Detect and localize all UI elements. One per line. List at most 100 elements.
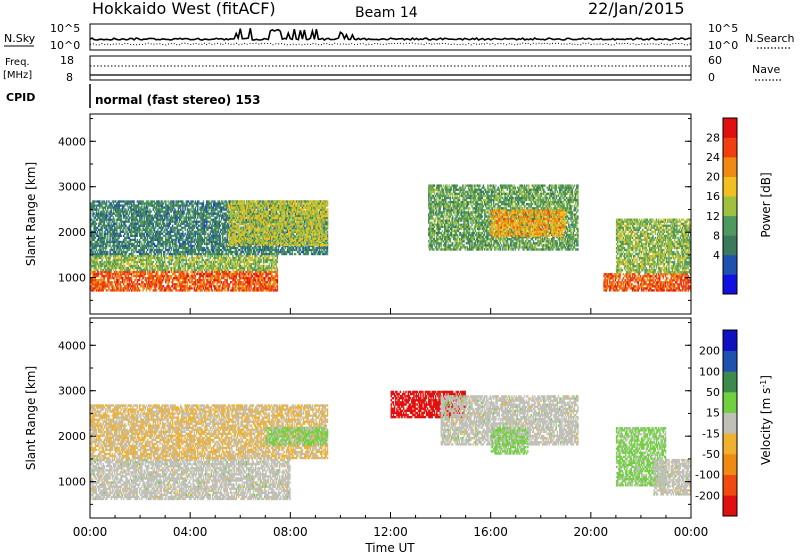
heatmap-cell	[167, 269, 168, 271]
heatmap-cell	[169, 281, 170, 283]
heatmap-cell	[134, 255, 135, 257]
heatmap-cell	[98, 275, 99, 277]
heatmap-cell	[189, 257, 190, 259]
heatmap-cell	[195, 281, 196, 283]
heatmap-cell	[224, 287, 225, 289]
heatmap-cell	[163, 263, 164, 265]
heatmap-cell	[243, 285, 244, 287]
heatmap-cell	[100, 257, 101, 259]
heatmap-cell	[153, 261, 154, 263]
heatmap-cell	[230, 271, 231, 273]
heatmap-cell	[155, 267, 156, 269]
heatmap-cell	[224, 289, 225, 291]
heatmap-cell	[117, 273, 118, 275]
heatmap-cell	[159, 261, 160, 263]
heatmap-cell	[91, 259, 92, 261]
heatmap-cell	[121, 285, 122, 287]
heatmap-cell	[93, 289, 94, 291]
heatmap-cell	[133, 263, 134, 265]
heatmap-cell	[171, 263, 172, 265]
heatmap-cell	[121, 257, 122, 259]
heatmap-cell	[189, 259, 190, 261]
heatmap-cell	[225, 271, 226, 273]
heatmap-cell	[212, 271, 213, 273]
heatmap-cell	[179, 263, 180, 265]
heatmap-cell	[149, 269, 150, 271]
heatmap-cell	[179, 265, 180, 267]
heatmap-cell	[163, 279, 164, 281]
heatmap-cell	[107, 289, 108, 291]
heatmap-cell	[142, 265, 143, 267]
heatmap-cell	[107, 283, 108, 285]
heatmap-cell	[169, 279, 170, 281]
heatmap-cell	[167, 267, 168, 269]
heatmap-cell	[137, 281, 138, 283]
heatmap-cell	[124, 261, 125, 263]
heatmap-cell	[138, 287, 139, 289]
heatmap-cell	[140, 257, 141, 259]
heatmap-cell	[223, 281, 224, 283]
heatmap-cell	[139, 289, 140, 291]
heatmap-cell	[220, 279, 221, 281]
heatmap-cell	[131, 279, 132, 281]
heatmap-cell	[103, 257, 104, 259]
heatmap-cell	[124, 273, 125, 275]
heatmap-cell	[171, 277, 172, 279]
heatmap-cell	[169, 265, 170, 267]
heatmap-cell	[179, 259, 180, 261]
heatmap-cell	[179, 279, 180, 281]
heatmap-cell	[156, 261, 157, 263]
heatmap-cell	[169, 271, 170, 273]
heatmap-cell	[169, 285, 170, 287]
heatmap-cell	[208, 287, 209, 289]
nsky-frame	[90, 24, 691, 50]
nsky-ytick-low: 10^0	[50, 39, 80, 52]
nsearch-ytick-low: 10^0	[708, 39, 738, 52]
beam-label: Beam 14	[355, 5, 418, 21]
heatmap-cell	[162, 267, 163, 269]
heatmap-cell	[265, 277, 266, 279]
heatmap-cell	[136, 257, 137, 259]
heatmap-cell	[91, 285, 92, 287]
heatmap-cell	[221, 281, 222, 283]
heatmap-cell	[151, 263, 152, 265]
heatmap-cell	[250, 287, 251, 289]
heatmap-cell	[171, 269, 172, 271]
heatmap-cell	[139, 279, 140, 281]
heatmap-cell	[245, 283, 246, 285]
nave-label: Nave	[752, 63, 780, 76]
heatmap-cell	[220, 273, 221, 275]
heatmap-cell	[101, 255, 102, 257]
heatmap-cell	[101, 261, 102, 263]
heatmap-cell	[272, 287, 273, 289]
heatmap-cell	[150, 287, 151, 289]
heatmap-cell	[187, 283, 188, 285]
heatmap-cell	[155, 259, 156, 261]
heatmap-cell	[255, 277, 256, 279]
heatmap-cell	[232, 285, 233, 287]
freq-ytick-high: 18	[60, 54, 74, 67]
heatmap-cell	[151, 285, 152, 287]
heatmap-cell	[270, 281, 271, 283]
heatmap-cell	[165, 271, 166, 273]
heatmap-cell	[243, 271, 244, 273]
heatmap-cell	[191, 267, 192, 269]
heatmap-cell	[163, 273, 164, 275]
heatmap-cell	[171, 261, 172, 263]
heatmap-cell	[249, 289, 250, 291]
heatmap-cell	[164, 261, 165, 263]
heatmap-cell	[108, 267, 109, 269]
heatmap-cell	[144, 263, 145, 265]
heatmap-cell	[215, 287, 216, 289]
heatmap-cell	[187, 277, 188, 279]
heatmap-cell	[124, 289, 125, 291]
heatmap-cell	[190, 285, 191, 287]
heatmap-region	[90, 271, 278, 292]
heatmap-cell	[172, 257, 173, 259]
heatmap-cell	[265, 271, 266, 273]
heatmap-cell	[164, 257, 165, 259]
heatmap-cell	[145, 273, 146, 275]
heatmap-cell	[109, 259, 110, 261]
heatmap-cell	[175, 275, 176, 277]
heatmap-cell	[188, 275, 189, 277]
